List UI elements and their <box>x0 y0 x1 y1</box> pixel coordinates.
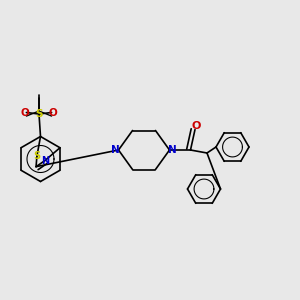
Text: O: O <box>49 107 58 118</box>
Text: S: S <box>33 151 40 161</box>
Text: N: N <box>168 145 177 155</box>
Text: O: O <box>192 121 201 131</box>
Text: O: O <box>20 107 29 118</box>
Text: S: S <box>35 109 43 119</box>
Text: N: N <box>111 145 120 155</box>
Text: N: N <box>40 156 49 166</box>
